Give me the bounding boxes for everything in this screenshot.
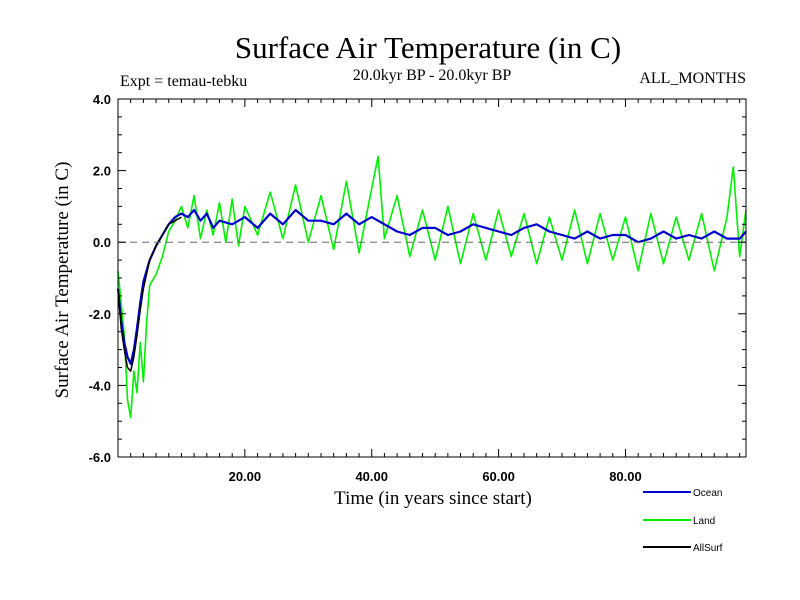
x-axis-label: Time (in years since start) xyxy=(334,488,532,509)
axes-layer: -6.0 -4.0 -2.0 0.0 2.0 4.0 20.00 40.00 60.00 80.0… xyxy=(89,92,746,484)
legend-label-ocean: Ocean xyxy=(693,488,722,499)
legend-label-land: Land xyxy=(693,516,715,527)
plot-frame xyxy=(117,98,747,458)
x-tick-label: 60.00 xyxy=(482,469,515,484)
series-line-allsurf xyxy=(117,216,182,372)
legend: Ocean Land AllSurf xyxy=(643,488,723,554)
series-layer xyxy=(116,155,747,419)
y-tick-label: -4.0 xyxy=(89,378,111,393)
y-tick-label: 0.0 xyxy=(93,235,111,250)
y-tick-label: -2.0 xyxy=(89,307,111,322)
legend-label-allsurf: AllSurf xyxy=(693,543,723,554)
y-axis-label: Surface Air Temperature (in C) xyxy=(52,162,73,399)
x-tick-label: 20.00 xyxy=(229,469,262,484)
chart-subtitle-left: Expt = temau-tebku xyxy=(120,73,247,90)
x-tick-label: 40.00 xyxy=(355,469,388,484)
x-tick-label: 80.00 xyxy=(609,469,642,484)
chart-subtitle-right: ALL_MONTHS xyxy=(639,70,746,87)
chart-title: Surface Air Temperature (in C) xyxy=(235,30,621,65)
y-tick-label: 2.0 xyxy=(93,164,111,179)
y-tick-label: 4.0 xyxy=(93,92,111,107)
y-tick-label: -6.0 xyxy=(89,450,111,465)
series-line-land xyxy=(117,155,747,419)
chart-subtitle-center: 20.0kyr BP - 20.0kyr BP xyxy=(353,67,512,84)
